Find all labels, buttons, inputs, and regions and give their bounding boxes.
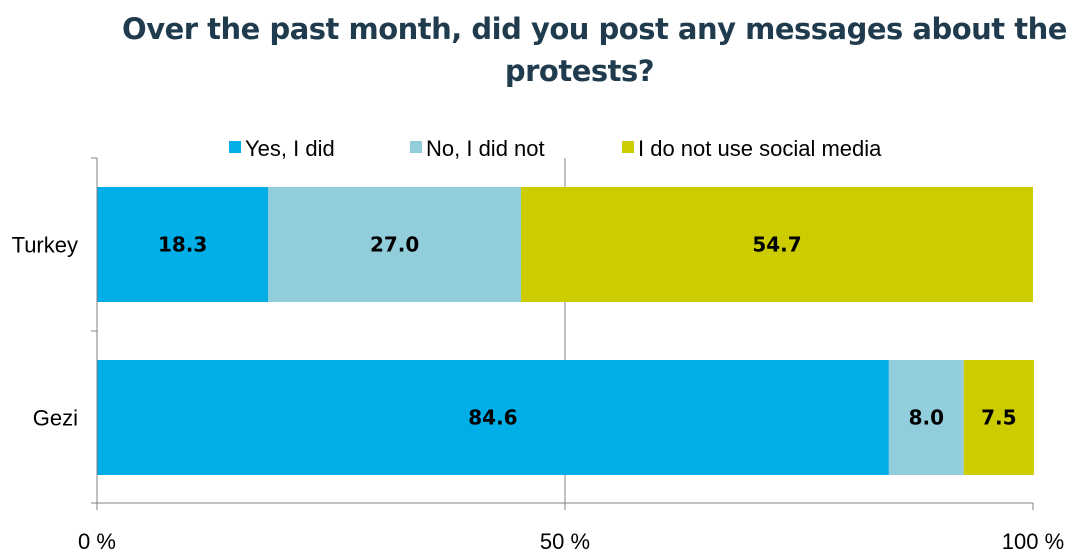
- data-label-turkey-series-1: 18.3: [158, 233, 207, 257]
- chart-title-line-2: protests?: [504, 54, 655, 88]
- data-label-turkey-series-2: 27.0: [370, 233, 419, 257]
- bar-turkey-series-1: [97, 187, 269, 302]
- legend-swatch-2: [410, 141, 422, 153]
- bar-gezi-series-3: [963, 360, 1034, 475]
- x-tick-label-100: 100 %: [1002, 529, 1064, 554]
- legend: Yes, I did No, I did not I do not use soci…: [229, 136, 882, 161]
- bar-turkey-series-2: [268, 187, 522, 302]
- x-tick-label-50: 50 %: [540, 529, 590, 554]
- legend-label-3: I do not use social media: [638, 136, 882, 161]
- legend-label-2: No, I did not: [426, 136, 545, 161]
- data-label-gezi-series-3: 7.5: [981, 406, 1016, 430]
- bar-gezi-series-1: [97, 360, 889, 475]
- category-label-gezi: Gezi: [33, 406, 78, 431]
- x-tick-label-0: 0 %: [78, 529, 116, 554]
- chart-title-line-1: Over the past month, did you post any me…: [122, 12, 1067, 46]
- chart-title: Over the past month, did you post any me…: [0, 8, 1069, 92]
- bar-turkey-series-3: [521, 187, 1033, 302]
- data-label-turkey-series-3: 54.7: [752, 233, 801, 257]
- legend-swatch-3: [622, 141, 634, 153]
- legend-label-1: Yes, I did: [245, 136, 335, 161]
- data-label-gezi-series-1: 84.6: [468, 406, 517, 430]
- category-label-turkey: Turkey: [12, 233, 78, 258]
- bars: 18.3 27.0 54.7 Turkey 84.6 8.0 7.5 Gezi: [12, 187, 1034, 475]
- bar-gezi-series-2: [888, 360, 964, 475]
- legend-swatch-1: [229, 141, 241, 153]
- data-label-gezi-series-2: 8.0: [909, 406, 944, 430]
- axes: 0 % 50 % 100 %: [78, 157, 1064, 554]
